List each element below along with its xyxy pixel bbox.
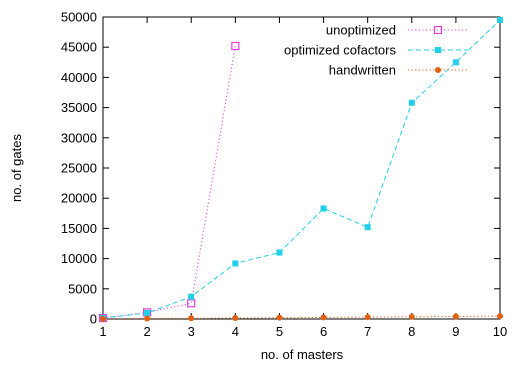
legend-label: optimized cofactors: [284, 43, 396, 58]
data-point: [232, 314, 239, 321]
y-tick-label: 40000: [61, 70, 97, 85]
data-point: [408, 313, 415, 320]
data-point: [231, 41, 240, 51]
x-tick-label: 3: [188, 324, 195, 339]
y-axis-title: no. of gates: [9, 134, 24, 202]
data-point: [320, 314, 327, 321]
data-point: [188, 293, 195, 300]
y-tick-label: 10000: [61, 251, 97, 266]
x-tick-label: 6: [320, 324, 327, 339]
data-point: [452, 59, 459, 66]
y-tick-label: 50000: [61, 10, 97, 25]
y-tick-label: 5000: [68, 281, 97, 296]
x-tick-label: 1: [99, 324, 106, 339]
x-tick-label: 7: [364, 324, 371, 339]
data-point: [433, 25, 443, 35]
x-tick-label: 10: [493, 324, 507, 339]
legend-label: unoptimized: [326, 23, 396, 38]
series-line: [103, 315, 500, 319]
x-tick-label: 5: [276, 324, 283, 339]
data-point: [435, 47, 441, 53]
x-tick-label: 8: [408, 324, 415, 339]
data-point: [188, 315, 195, 322]
y-tick-label: 35000: [61, 100, 97, 115]
y-tick-label: 15000: [61, 221, 97, 236]
series-line: [103, 19, 500, 319]
plot-frame: [102, 16, 501, 320]
data-point: [364, 224, 371, 231]
data-point: [232, 260, 239, 267]
data-point: [144, 309, 151, 316]
data-point: [364, 314, 371, 321]
data-point: [320, 205, 327, 212]
x-axis-title: no. of masters: [261, 347, 344, 362]
data-point: [276, 249, 283, 256]
x-tick-label: 9: [452, 324, 459, 339]
data-point: [187, 299, 196, 308]
y-tick-label: 25000: [61, 161, 97, 176]
series-line: [103, 45, 236, 319]
data-point: [497, 313, 503, 320]
data-point: [497, 17, 503, 24]
y-tick-label: 30000: [61, 130, 97, 145]
y-tick-label: 45000: [61, 40, 97, 55]
data-point: [144, 315, 151, 322]
y-tick-label: 0: [90, 312, 97, 327]
data-point: [452, 313, 459, 320]
data-point: [408, 99, 415, 106]
data-point: [435, 67, 441, 73]
x-tick-label: 2: [143, 324, 150, 339]
data-point: [276, 314, 283, 321]
y-tick-label: 20000: [61, 191, 97, 206]
x-tick-label: 4: [232, 324, 239, 339]
legend-label: handwritten: [329, 63, 396, 78]
data-point: [100, 315, 106, 322]
